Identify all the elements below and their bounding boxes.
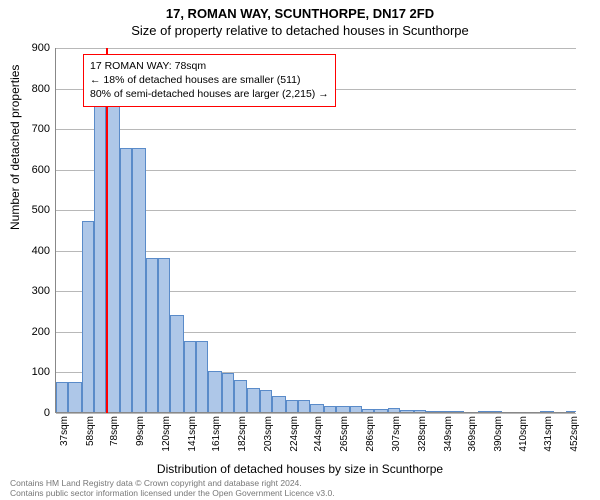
x-tick-label: 141sqm	[187, 416, 198, 452]
x-tick-label: 328sqm	[417, 416, 428, 452]
x-tick-label: 307sqm	[391, 416, 402, 452]
histogram-bar	[566, 411, 576, 412]
x-tick-label: 37sqm	[59, 416, 70, 446]
histogram-bar	[478, 411, 490, 412]
histogram-bar	[400, 410, 414, 412]
histogram-bar	[120, 148, 132, 412]
x-axis-label: Distribution of detached houses by size …	[0, 462, 600, 476]
histogram-bar	[234, 380, 246, 412]
histogram-bar	[260, 390, 272, 412]
x-tick-label: 286sqm	[365, 416, 376, 452]
y-tick-label: 800	[10, 83, 50, 95]
histogram-bar	[184, 341, 196, 412]
y-gridline	[56, 48, 576, 49]
footer-line-1: Contains HM Land Registry data © Crown c…	[10, 478, 335, 488]
marker-info-box: 17 ROMAN WAY: 78sqm ← 18% of detached ho…	[83, 54, 336, 107]
x-tick-label: 390sqm	[493, 416, 504, 452]
histogram-bar	[362, 409, 374, 412]
histogram-bar	[298, 400, 310, 412]
info-line-3: 80% of semi-detached houses are larger (…	[90, 87, 329, 101]
info-line-2: ← 18% of detached houses are smaller (51…	[90, 73, 329, 87]
y-gridline	[56, 129, 576, 130]
histogram-bar	[272, 396, 286, 412]
x-tick-label: 410sqm	[518, 416, 529, 452]
x-tick-label: 265sqm	[339, 416, 350, 452]
y-tick-label: 200	[10, 326, 50, 338]
y-tick-label: 300	[10, 285, 50, 297]
x-tick-label: 203sqm	[263, 416, 274, 452]
histogram-bar	[426, 411, 440, 412]
histogram-bar	[350, 406, 362, 412]
histogram-bar	[158, 258, 170, 412]
x-tick-label: 161sqm	[211, 416, 222, 452]
y-gridline	[56, 413, 576, 414]
x-tick-label: 431sqm	[543, 416, 554, 452]
histogram-bar	[286, 400, 298, 412]
histogram-bar	[68, 382, 82, 412]
x-tick-label: 349sqm	[443, 416, 454, 452]
info-line-1: 17 ROMAN WAY: 78sqm	[90, 59, 329, 73]
x-tick-label: 244sqm	[313, 416, 324, 452]
y-tick-label: 600	[10, 164, 50, 176]
x-tick-label: 182sqm	[237, 416, 248, 452]
chart-title: 17, ROMAN WAY, SCUNTHORPE, DN17 2FD	[0, 0, 600, 21]
histogram-bar	[132, 148, 146, 412]
histogram-bar	[374, 409, 388, 412]
histogram-bar	[452, 411, 464, 412]
y-tick-label: 100	[10, 366, 50, 378]
histogram-bar	[222, 373, 234, 412]
histogram-bar	[82, 221, 94, 412]
footer-line-2: Contains public sector information licen…	[10, 488, 335, 498]
x-tick-label: 120sqm	[161, 416, 172, 452]
x-tick-label: 78sqm	[109, 416, 120, 446]
y-tick-label: 0	[10, 407, 50, 419]
histogram-bar	[106, 100, 120, 412]
y-tick-label: 500	[10, 204, 50, 216]
y-tick-label: 400	[10, 245, 50, 257]
x-tick-label: 369sqm	[467, 416, 478, 452]
histogram-bar	[56, 382, 68, 412]
histogram-bar	[208, 371, 222, 412]
histogram-bar	[440, 411, 452, 412]
chart-subtitle: Size of property relative to detached ho…	[0, 21, 600, 38]
histogram-bar	[310, 404, 324, 412]
x-tick-label: 58sqm	[85, 416, 96, 446]
histogram-bar	[196, 341, 208, 412]
histogram-bar	[414, 410, 426, 412]
x-tick-label: 99sqm	[135, 416, 146, 446]
histogram-bar	[170, 315, 184, 412]
histogram-bar	[388, 408, 400, 412]
histogram-bar	[94, 104, 106, 412]
histogram-bar	[490, 411, 502, 412]
footer-attribution: Contains HM Land Registry data © Crown c…	[10, 478, 335, 498]
y-tick-label: 900	[10, 42, 50, 54]
histogram-bar	[336, 406, 350, 412]
chart-area: 010020030040050060070080090037sqm58sqm78…	[55, 48, 575, 413]
histogram-bar	[540, 411, 554, 412]
x-tick-label: 224sqm	[289, 416, 300, 452]
histogram-bar	[146, 258, 158, 412]
y-tick-label: 700	[10, 123, 50, 135]
x-tick-label: 452sqm	[569, 416, 580, 452]
histogram-bar	[324, 406, 336, 412]
histogram-bar	[247, 388, 261, 412]
